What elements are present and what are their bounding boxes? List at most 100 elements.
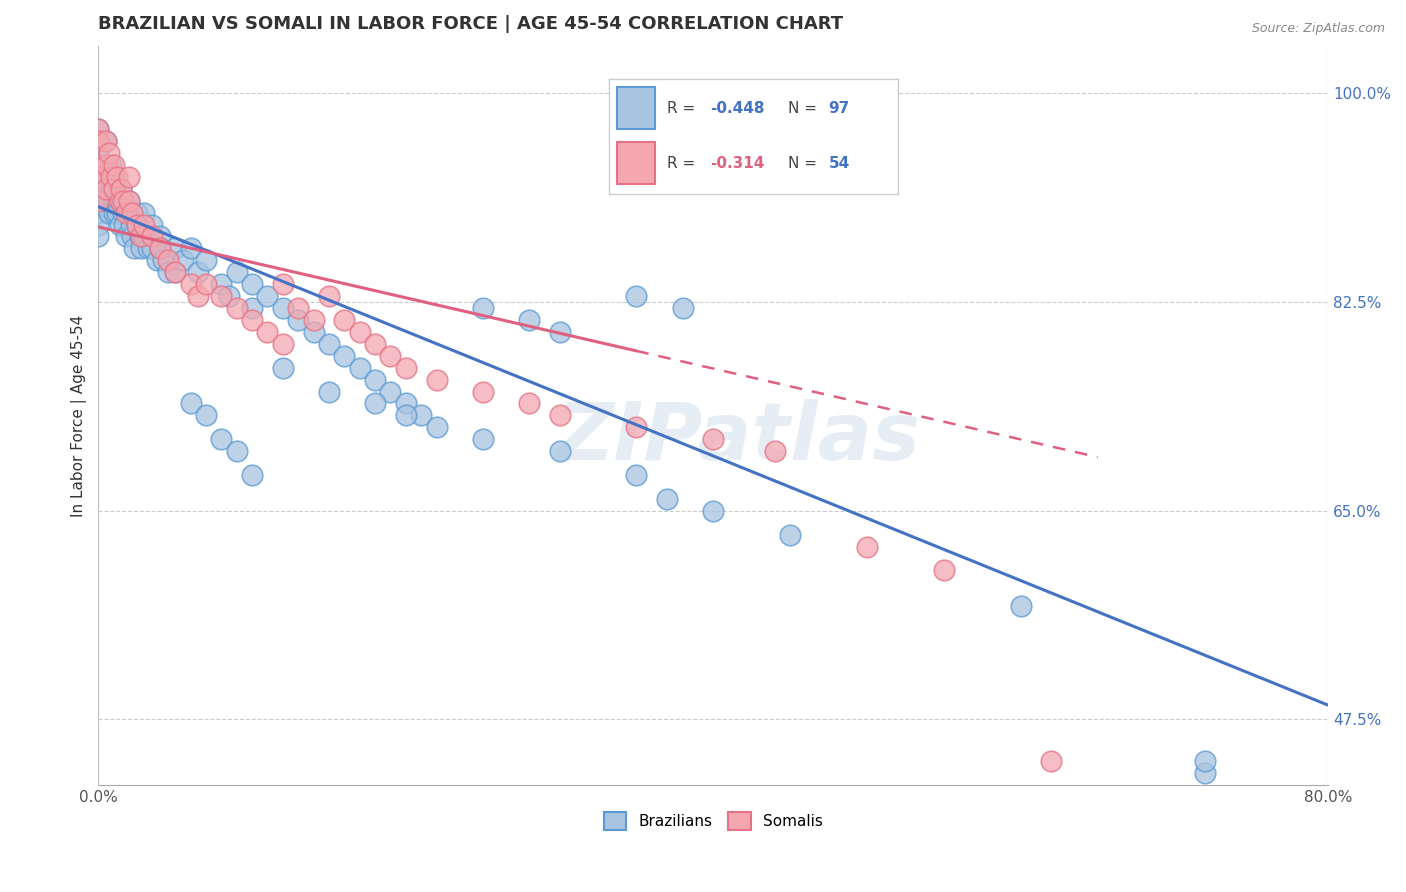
Point	[425, 373, 447, 387]
Point	[333, 349, 356, 363]
Point	[128, 229, 150, 244]
Point	[125, 218, 148, 232]
Point	[110, 182, 132, 196]
Point	[349, 360, 371, 375]
Point	[87, 134, 110, 148]
Point	[194, 253, 217, 268]
Point	[145, 253, 167, 268]
Point	[100, 182, 122, 196]
Point	[110, 182, 132, 196]
Point	[240, 468, 263, 483]
Point	[121, 205, 143, 219]
Point	[395, 409, 418, 423]
Point	[156, 253, 179, 268]
Point	[120, 218, 142, 232]
Point	[152, 253, 174, 268]
Point	[194, 409, 217, 423]
Point	[94, 182, 117, 196]
Point	[149, 241, 172, 255]
Point	[626, 468, 648, 483]
Point	[225, 265, 247, 279]
Point	[94, 169, 117, 184]
Point	[856, 540, 879, 554]
Point	[471, 301, 494, 315]
Point	[517, 396, 540, 410]
Point	[548, 325, 571, 339]
Point	[108, 194, 131, 208]
Point	[103, 182, 125, 196]
Point	[172, 253, 194, 268]
Point	[1010, 599, 1032, 614]
Point	[97, 182, 120, 196]
Point	[364, 396, 387, 410]
Point	[110, 194, 132, 208]
Point	[136, 241, 159, 255]
Point	[180, 277, 202, 292]
Point	[94, 158, 117, 172]
Point	[240, 277, 263, 292]
Point	[97, 194, 120, 208]
Point	[218, 289, 240, 303]
Point	[471, 432, 494, 446]
Point	[108, 218, 131, 232]
Point	[94, 134, 117, 148]
Point	[115, 229, 138, 244]
Point	[87, 122, 110, 136]
Point	[671, 301, 693, 315]
Point	[287, 301, 309, 315]
Point	[105, 194, 128, 208]
Point	[165, 241, 187, 255]
Point	[111, 205, 134, 219]
Point	[105, 205, 128, 219]
Point	[318, 384, 340, 399]
Point	[118, 205, 141, 219]
Point	[626, 289, 648, 303]
Point	[180, 241, 202, 255]
Point	[548, 444, 571, 458]
Point	[103, 169, 125, 184]
Point	[111, 194, 134, 208]
Point	[134, 205, 156, 219]
Point	[302, 313, 325, 327]
Point	[100, 158, 122, 172]
Point	[131, 229, 153, 244]
Point	[349, 325, 371, 339]
Point	[364, 336, 387, 351]
Point	[121, 229, 143, 244]
Point	[271, 301, 294, 315]
Point	[105, 169, 128, 184]
Point	[87, 158, 110, 172]
Text: Source: ZipAtlas.com: Source: ZipAtlas.com	[1251, 22, 1385, 36]
Point	[115, 205, 138, 219]
Point	[87, 134, 110, 148]
Point	[209, 432, 232, 446]
Point	[165, 265, 187, 279]
Text: ZIPatlas: ZIPatlas	[555, 399, 921, 476]
Point	[380, 384, 402, 399]
Point	[118, 194, 141, 208]
Point	[98, 146, 121, 161]
Point	[87, 169, 110, 184]
Point	[194, 277, 217, 292]
Point	[149, 241, 172, 255]
Point	[114, 218, 136, 232]
Point	[134, 229, 156, 244]
Point	[187, 289, 209, 303]
Legend: Brazilians, Somalis: Brazilians, Somalis	[598, 805, 830, 837]
Point	[87, 229, 110, 244]
Point	[141, 218, 163, 232]
Point	[118, 169, 141, 184]
Point	[103, 205, 125, 219]
Point	[779, 527, 801, 541]
Point	[240, 313, 263, 327]
Point	[626, 420, 648, 434]
Point	[156, 265, 179, 279]
Point	[87, 146, 110, 161]
Point	[209, 277, 232, 292]
Point	[103, 194, 125, 208]
Point	[131, 241, 153, 255]
Point	[702, 432, 724, 446]
Point	[655, 491, 678, 506]
Point	[187, 265, 209, 279]
Point	[1194, 754, 1216, 768]
